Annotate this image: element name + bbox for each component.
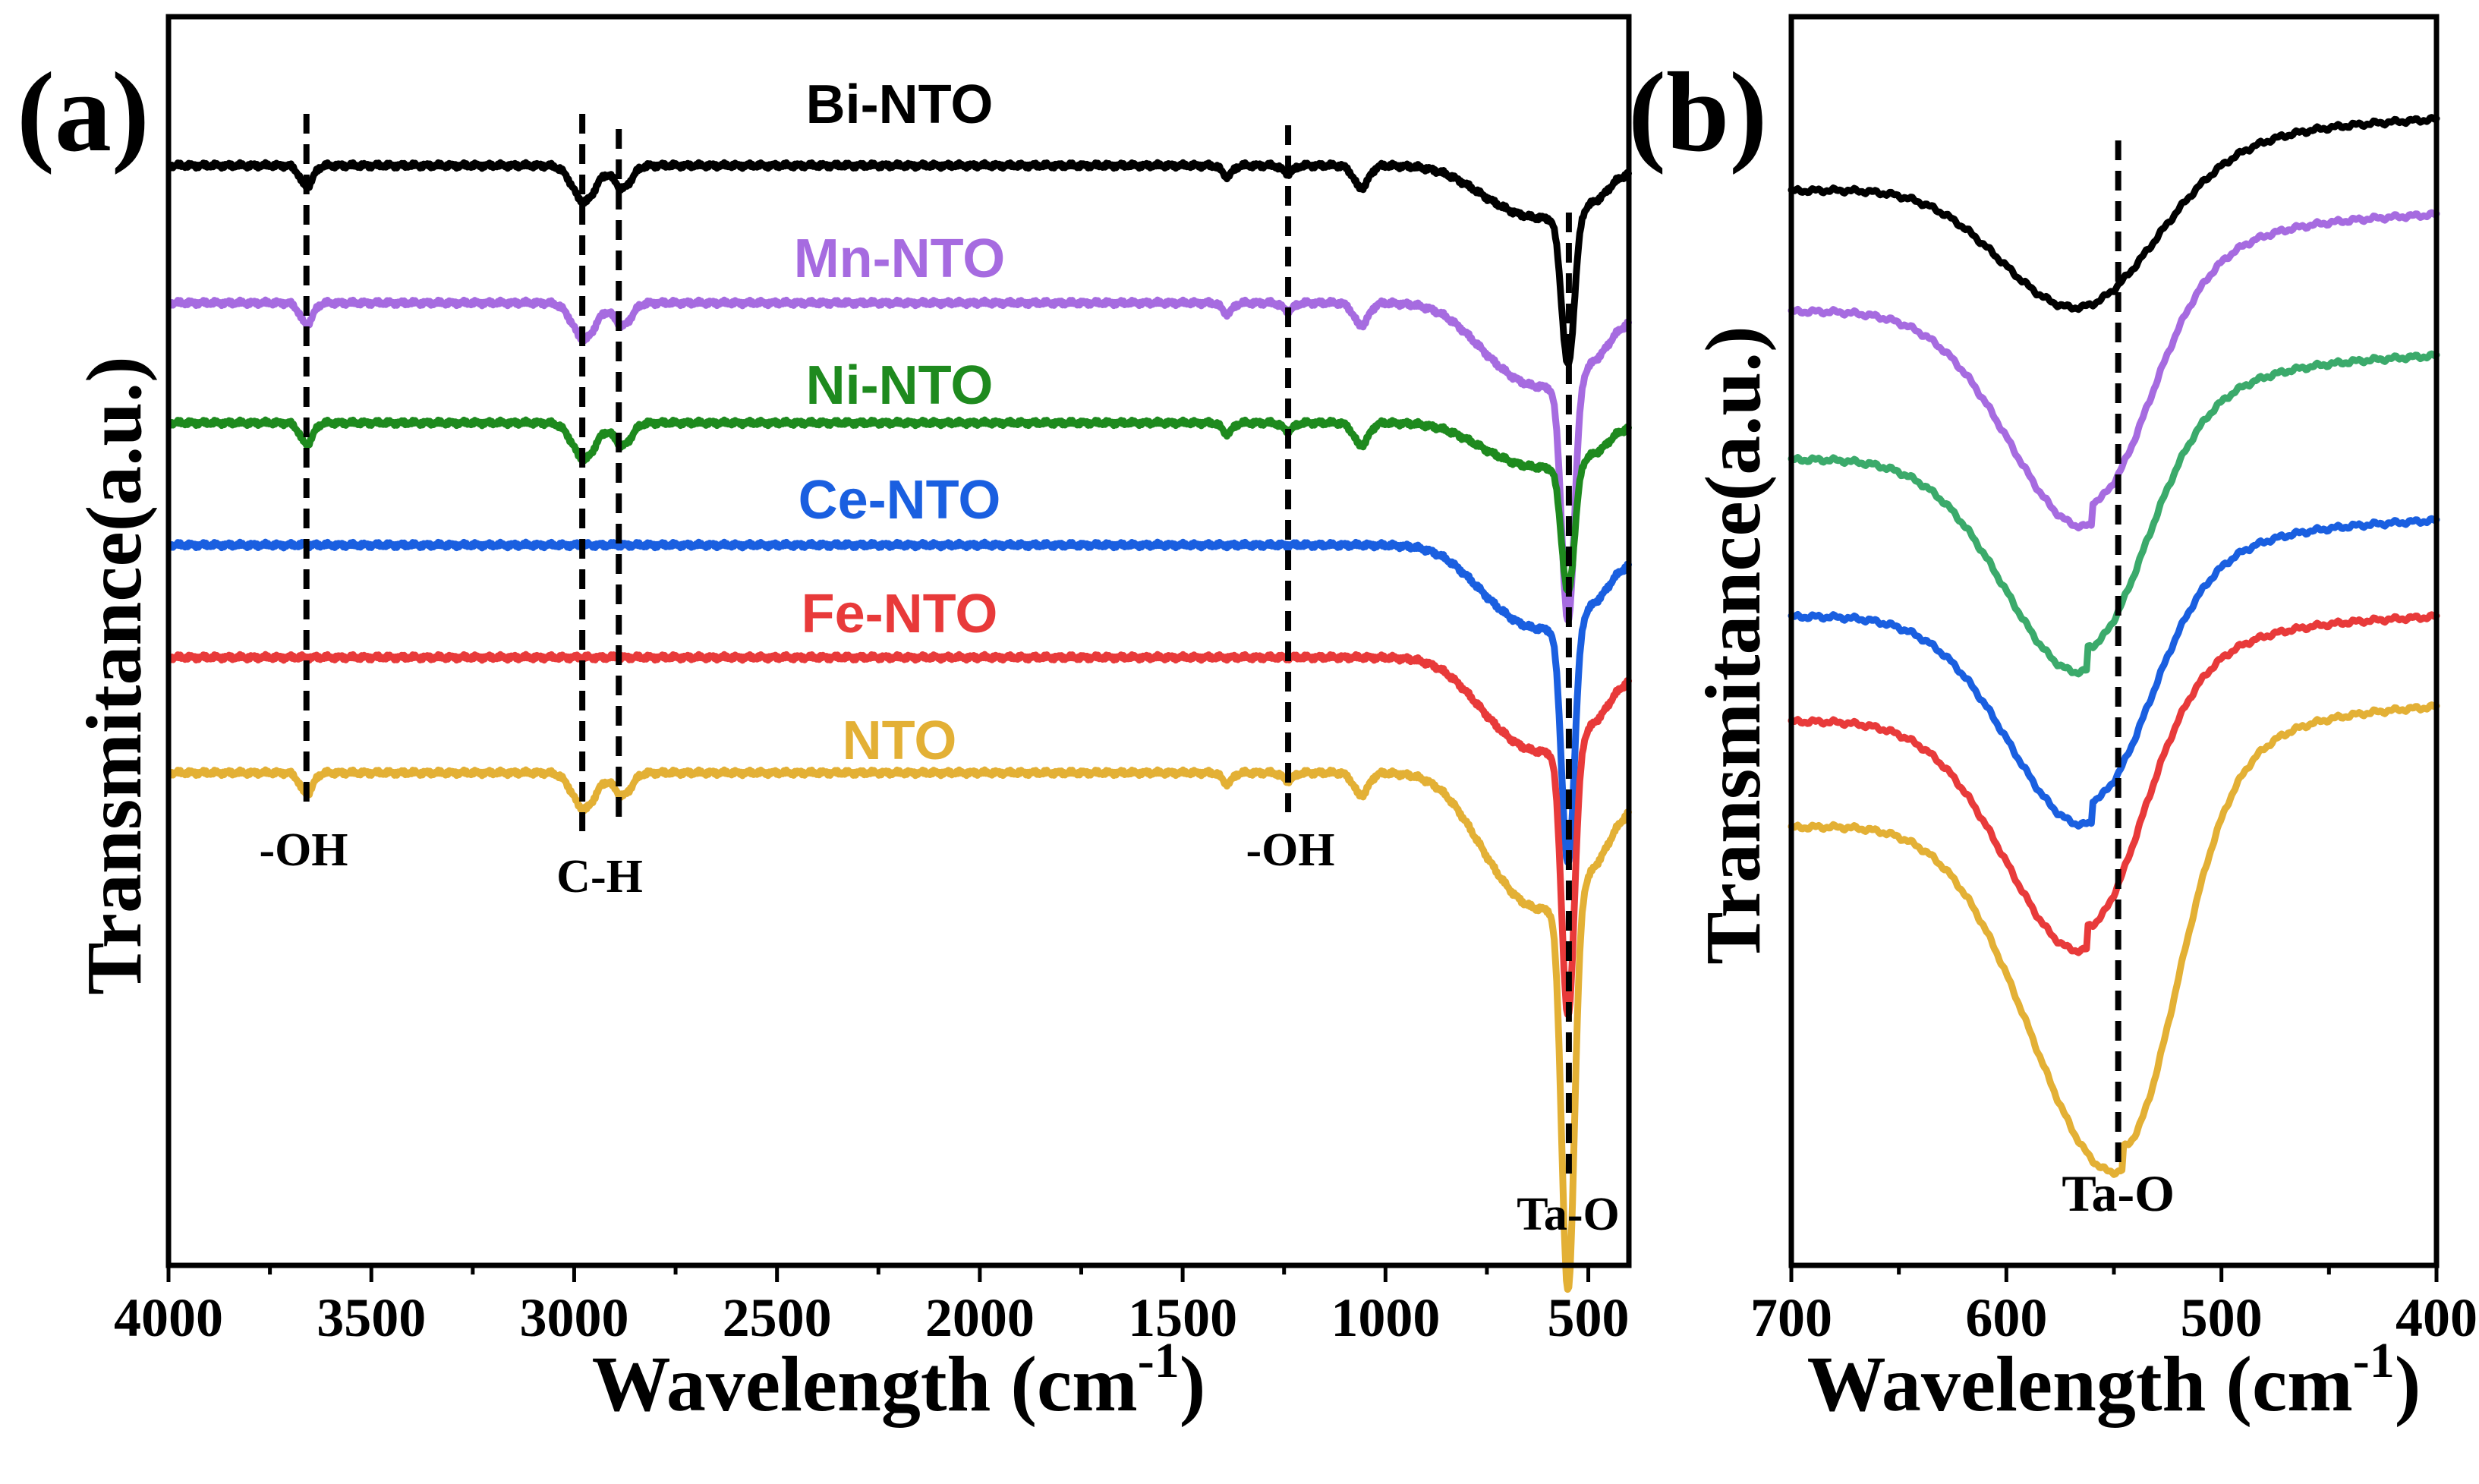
panel-a-label: (a) (17, 49, 150, 175)
panel-b: (b) 700 600 500 400 Ta-O Wavelength (cm-1) … (1628, 14, 2477, 1428)
panel-b-x-tick-label: 600 (1965, 1287, 2047, 1348)
panel-b-y-axis-title: Transmitance(a.u.) (1690, 326, 1777, 965)
panel-b-x-axis-title: Wavelength (cm-1) (1807, 1333, 2421, 1428)
panel-a-x-tick-label: 3500 (317, 1287, 426, 1348)
panel-a-x-tick-label: 2500 (723, 1287, 832, 1348)
panel-a-series-label-mn-nto: Mn-NTO (794, 228, 1006, 289)
panel-a-series-fe-nto (167, 651, 1632, 1018)
panel-a-x-tick-label: 4000 (114, 1287, 223, 1348)
panel-a-series-label-nto: NTO (843, 710, 957, 771)
panel-b-x-tick-label: 500 (2181, 1287, 2263, 1348)
panel-b-series-fe-nto (1788, 611, 2440, 956)
panel-a-series-ce-nto (167, 538, 1632, 866)
panel-b-series-mn-nto (1788, 209, 2440, 531)
panel-b-x-tick-label: 700 (1750, 1287, 1832, 1348)
panel-a-annotation: -OH (259, 824, 348, 876)
panel-a-series-label-ni-nto: Ni-NTO (806, 355, 994, 416)
panel-a-frame (165, 14, 1632, 1268)
panel-b-frame (1788, 14, 2440, 1268)
panel-a-x-tick-label: 3000 (519, 1287, 628, 1348)
panel-b-annotation: Ta-O (2062, 1164, 2175, 1222)
panel-a-y-axis-title: Transmitance(a.u.) (71, 356, 158, 995)
panel-a-x-tick-label: 2000 (925, 1287, 1035, 1348)
panel-a-series-mn-nto (167, 296, 1632, 624)
panel-a-x-tick-label: 1500 (1128, 1287, 1237, 1348)
panel-a-x-tick-label: 500 (1548, 1287, 1630, 1348)
panel-a-annotation: Ta-O (1517, 1189, 1620, 1240)
panel-a-series-label-fe-nto: Fe-NTO (802, 584, 998, 644)
panel-b-series-nto (1788, 701, 2440, 1178)
panel-b-x-tick-label: 400 (2396, 1287, 2477, 1348)
panel-a-series-label-bi-nto: Bi-NTO (806, 74, 994, 135)
panel-b-label: (b) (1628, 49, 1767, 175)
panel-a-series-nto (167, 766, 1632, 1293)
panel-b-series-ni-nto (1788, 350, 2440, 678)
panel-a-annotation: C-H (556, 851, 643, 903)
panel-b-series-bi-nto (1788, 114, 2440, 313)
panel-a-x-axis-title: Wavelength (cm-1) (592, 1333, 1206, 1428)
panel-a-series-bi-nto (167, 159, 1632, 367)
panel-a-x-tick-label: 1000 (1331, 1287, 1440, 1348)
panel-a-series-ni-nto (167, 416, 1632, 594)
panel-a-series-label-ce-nto: Ce-NTO (799, 470, 1001, 531)
panel-b-series-ce-nto (1788, 515, 2440, 830)
panel-a-annotation: -OH (1246, 824, 1334, 876)
panel-a: (a) 4000 3500 3000 2500 2000 1500 1000 500 Bi-N… (17, 14, 1632, 1428)
